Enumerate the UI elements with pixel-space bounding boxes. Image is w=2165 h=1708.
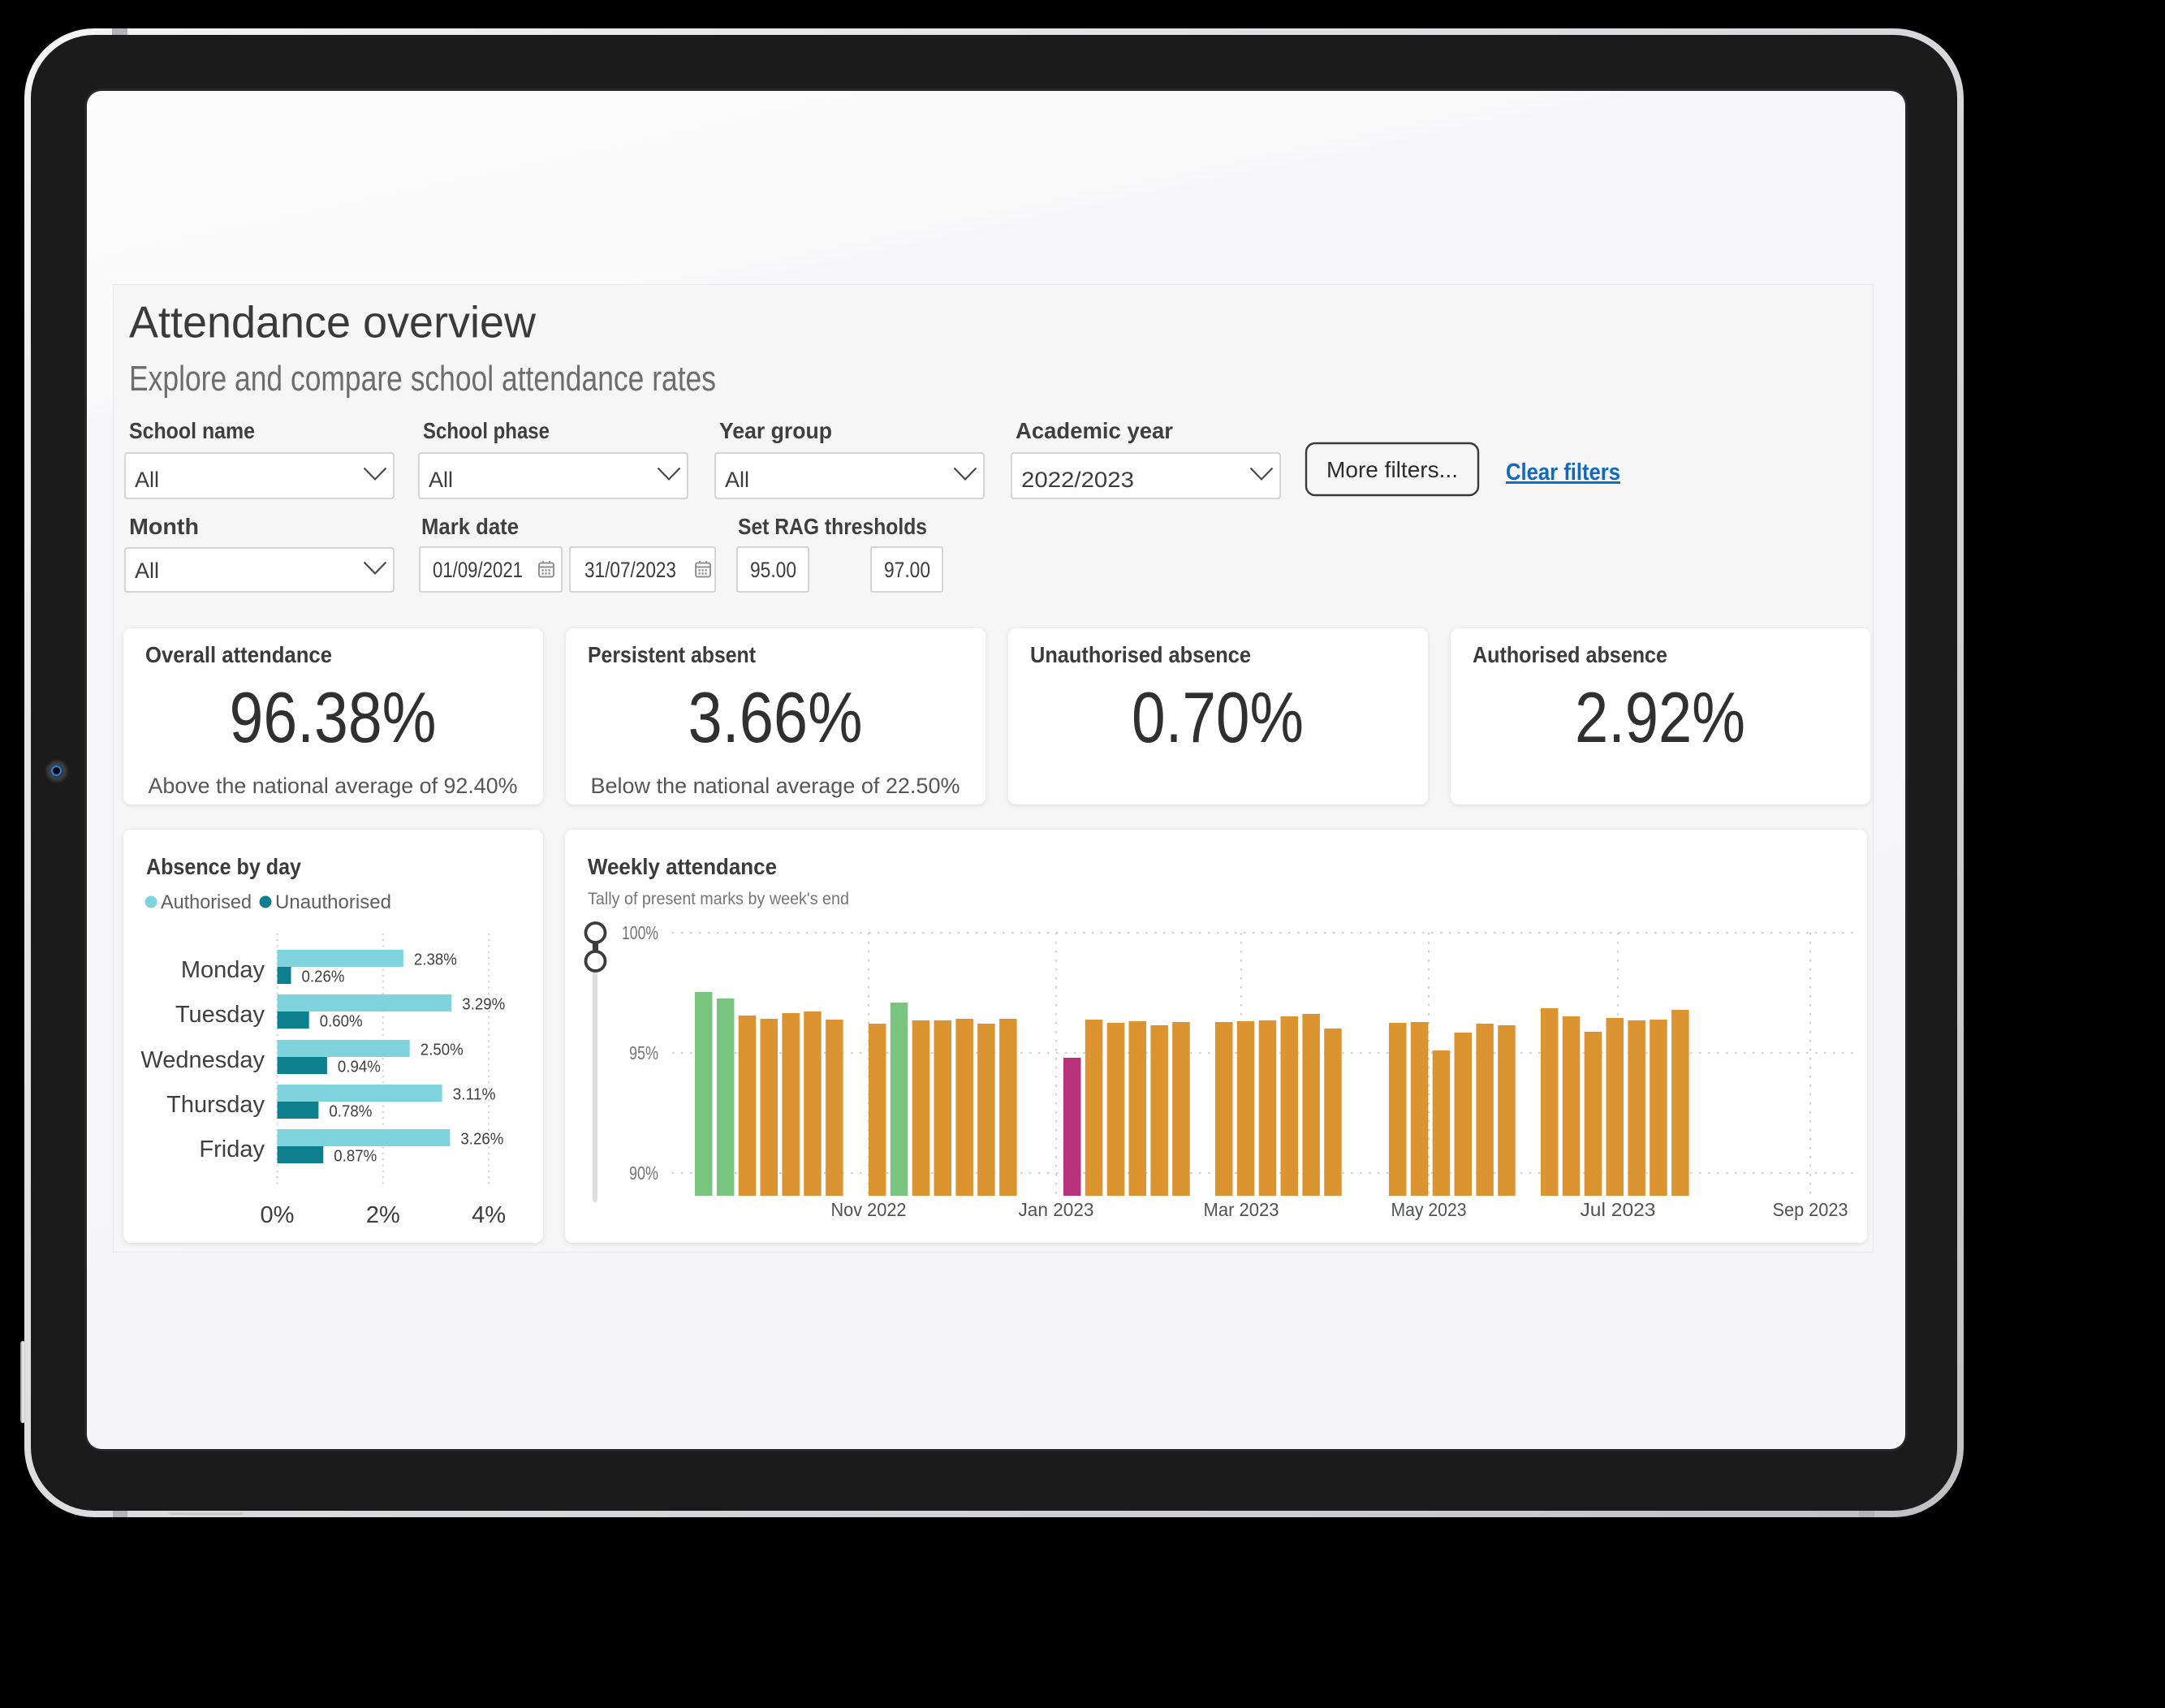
svg-text:Unauthorised: Unauthorised	[275, 891, 391, 913]
svg-text:Friday: Friday	[199, 1137, 265, 1162]
svg-text:All: All	[135, 468, 159, 492]
svg-text:Authorised: Authorised	[161, 891, 252, 913]
svg-text:Set RAG thresholds: Set RAG thresholds	[738, 514, 927, 539]
svg-text:Year group: Year group	[719, 418, 832, 443]
svg-text:Above the national average of: Above the national average of 92.40%	[149, 774, 518, 798]
svg-text:95%: 95%	[629, 1042, 658, 1063]
svg-text:Absence by day: Absence by day	[146, 854, 302, 879]
svg-text:Mar 2023: Mar 2023	[1204, 1199, 1279, 1220]
svg-text:More filters...: More filters...	[1326, 457, 1458, 482]
svg-text:May 2023: May 2023	[1391, 1199, 1467, 1220]
svg-text:All: All	[429, 468, 453, 492]
svg-text:Jan 2023: Jan 2023	[1019, 1199, 1094, 1220]
svg-text:0.70%: 0.70%	[1132, 677, 1304, 757]
svg-text:2%: 2%	[366, 1202, 400, 1228]
svg-text:96.38%: 96.38%	[230, 677, 437, 757]
svg-text:4%: 4%	[472, 1202, 506, 1228]
svg-text:0.26%: 0.26%	[302, 968, 345, 986]
svg-text:0.87%: 0.87%	[334, 1147, 377, 1166]
svg-text:Academic year: Academic year	[1016, 418, 1173, 443]
svg-text:Wednesday: Wednesday	[140, 1047, 265, 1073]
svg-text:2.50%: 2.50%	[420, 1041, 464, 1059]
svg-text:3.66%: 3.66%	[688, 677, 863, 757]
svg-text:2.92%: 2.92%	[1575, 677, 1745, 757]
svg-text:School name: School name	[129, 418, 255, 443]
svg-text:0.60%: 0.60%	[320, 1012, 363, 1031]
svg-text:31/07/2023: 31/07/2023	[584, 558, 676, 582]
svg-text:Tally of present marks by week: Tally of present marks by week's end	[588, 890, 849, 908]
svg-text:Weekly attendance: Weekly attendance	[588, 854, 777, 879]
svg-text:Persistent absent: Persistent absent	[588, 642, 756, 667]
svg-text:95.00: 95.00	[750, 558, 796, 582]
svg-text:0%: 0%	[261, 1202, 295, 1228]
svg-text:01/09/2021: 01/09/2021	[433, 558, 523, 582]
svg-text:Overall attendance: Overall attendance	[145, 642, 332, 667]
svg-text:97.00: 97.00	[884, 558, 930, 582]
svg-text:Explore and compare school att: Explore and compare school attendance ra…	[129, 359, 716, 399]
svg-text:All: All	[725, 468, 749, 492]
svg-text:Sep 2023: Sep 2023	[1773, 1199, 1848, 1220]
svg-text:3.29%: 3.29%	[462, 995, 505, 1014]
svg-text:Month: Month	[129, 514, 199, 539]
svg-text:Monday: Monday	[181, 957, 265, 983]
svg-text:3.26%: 3.26%	[460, 1130, 503, 1149]
svg-text:2022/2023: 2022/2023	[1021, 468, 1134, 492]
svg-text:Authorised absence: Authorised absence	[1473, 642, 1667, 667]
svg-text:90%: 90%	[629, 1162, 658, 1184]
svg-text:Jul 2023: Jul 2023	[1581, 1199, 1656, 1220]
svg-text:Mark date: Mark date	[421, 514, 519, 539]
svg-text:0.78%: 0.78%	[329, 1102, 372, 1121]
svg-text:Tuesday: Tuesday	[175, 1002, 265, 1028]
svg-text:Clear filters: Clear filters	[1506, 459, 1620, 485]
svg-text:Attendance overview: Attendance overview	[129, 298, 537, 347]
svg-text:Below the national average of: Below the national average of 22.50%	[591, 774, 960, 798]
svg-text:0.94%: 0.94%	[338, 1058, 381, 1076]
svg-text:2.38%: 2.38%	[414, 951, 457, 969]
svg-text:School phase: School phase	[423, 418, 550, 443]
svg-text:Nov 2022: Nov 2022	[831, 1199, 907, 1220]
svg-text:All: All	[135, 559, 159, 583]
svg-text:Thursday: Thursday	[166, 1092, 265, 1118]
svg-text:Unauthorised absence: Unauthorised absence	[1030, 642, 1251, 667]
svg-text:100%: 100%	[622, 922, 658, 943]
svg-text:3.11%: 3.11%	[453, 1085, 496, 1104]
